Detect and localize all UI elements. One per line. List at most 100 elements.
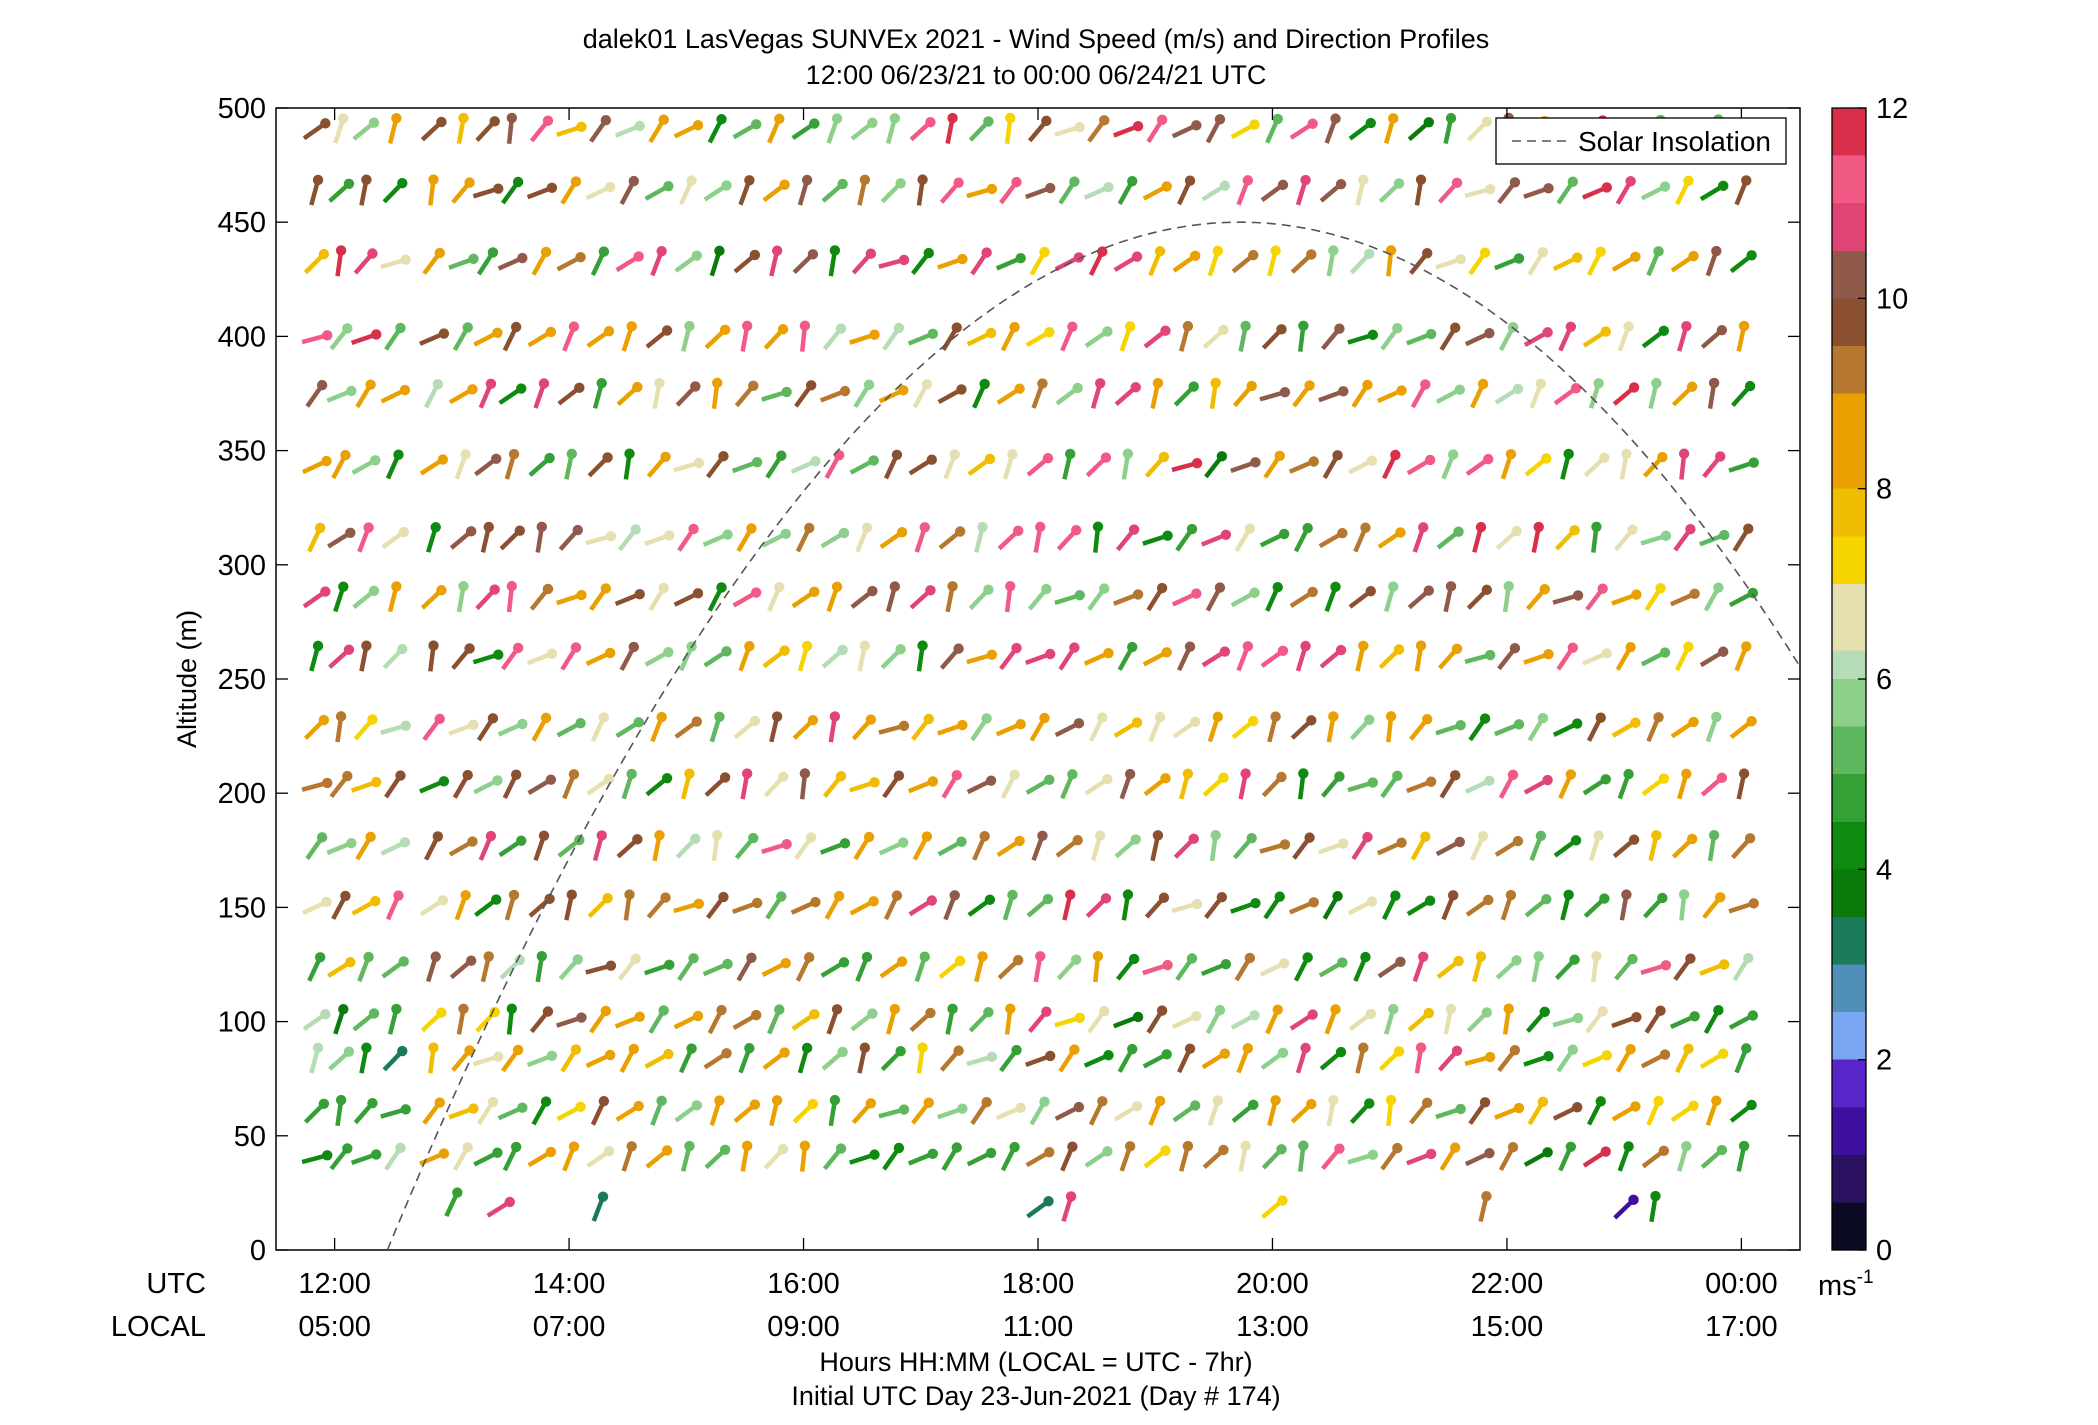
wind-dot	[320, 118, 331, 129]
wind-dot	[1015, 718, 1026, 730]
wind-dot	[1067, 321, 1078, 332]
wind-dot	[1330, 113, 1341, 124]
wind-dot	[568, 1141, 580, 1152]
wind-dot	[1743, 523, 1754, 534]
wind-dot	[508, 889, 520, 901]
wind-dot	[1627, 524, 1638, 535]
wind-dot	[462, 1142, 473, 1153]
wind-dot	[400, 1104, 411, 1115]
wind-dot	[977, 521, 988, 533]
wind-dot	[833, 890, 845, 902]
wind-dot	[1744, 380, 1756, 392]
wind-dot	[839, 385, 851, 397]
wind-dot	[1451, 177, 1463, 189]
wind-dot	[1210, 377, 1221, 389]
wind-dot	[436, 116, 447, 128]
wind-dot	[604, 647, 616, 659]
colorbar-unit-exponent: -1	[1857, 1267, 1874, 1288]
wind-dot	[1688, 716, 1699, 728]
wind-dot	[868, 896, 879, 907]
wind-dot	[1572, 718, 1583, 729]
wind-dot	[1686, 381, 1698, 392]
wind-dot	[343, 1046, 355, 1057]
wind-dot	[604, 1049, 616, 1061]
wind-dot	[1651, 377, 1662, 389]
wind-dot	[1300, 1042, 1311, 1054]
wind-dot	[1214, 114, 1226, 125]
wind-dot	[368, 585, 380, 597]
wind-dot	[1744, 833, 1756, 844]
wind-dot	[838, 527, 850, 539]
wind-dot	[361, 640, 372, 651]
wind-dot	[1418, 522, 1429, 533]
wind-dot	[361, 1042, 372, 1053]
wind-dot	[690, 381, 701, 392]
wind-dot	[468, 253, 479, 265]
wind-dot	[1447, 449, 1459, 460]
wind-dot	[949, 890, 960, 901]
wind-dot	[1421, 713, 1433, 725]
wind-dot	[1565, 769, 1577, 780]
wind-dot	[430, 951, 441, 962]
wind-dot	[568, 321, 580, 332]
wind-dot	[1718, 646, 1729, 657]
wind-dot	[714, 1095, 725, 1106]
wind-dot	[1189, 1100, 1201, 1111]
wind-dot	[1392, 770, 1403, 782]
wind-dot	[986, 1051, 998, 1063]
wind-dot	[633, 251, 644, 262]
wind-dot	[1477, 378, 1489, 390]
wind-dot	[365, 379, 376, 390]
wind-dot	[1214, 582, 1226, 593]
x-tick-label-local: 05:00	[298, 1311, 371, 1343]
wind-dot	[1214, 1004, 1226, 1016]
wind-dot	[570, 1044, 582, 1055]
wind-dot	[1655, 582, 1666, 594]
y-tick-label: 50	[234, 1121, 266, 1153]
wind-dot	[1659, 181, 1671, 192]
wind-dot	[829, 245, 841, 256]
wind-dot	[1395, 527, 1406, 538]
wind-dot	[837, 644, 848, 656]
wind-dot	[464, 643, 475, 654]
wind-dot	[576, 589, 587, 601]
wind-dot	[1683, 175, 1694, 187]
wind-dot	[1738, 320, 1750, 332]
wind-dot	[1074, 121, 1085, 133]
wind-dot	[1244, 523, 1256, 534]
wind-dot	[371, 776, 382, 788]
wind-dot	[575, 717, 586, 729]
legend: Solar Insolation	[1495, 117, 1787, 165]
wind-dot	[1716, 324, 1728, 336]
wind-dot	[771, 711, 783, 722]
wind-dot	[1479, 713, 1491, 724]
wind-dot	[1009, 1141, 1020, 1153]
wind-dot	[343, 644, 355, 655]
wind-dot	[1681, 768, 1692, 780]
wind-dot	[656, 1095, 667, 1107]
wind-dot	[746, 523, 757, 534]
wind-dot	[483, 521, 494, 533]
wind-dot	[714, 245, 725, 257]
wind-dot	[1124, 321, 1136, 332]
wind-dot	[951, 322, 962, 333]
wind-dot	[1337, 957, 1348, 968]
wind-dot	[1738, 768, 1750, 779]
wind-dot	[400, 720, 411, 731]
wind-dot	[1688, 250, 1699, 262]
wind-dot	[1595, 1096, 1606, 1107]
wind-dot	[777, 1143, 789, 1155]
wind-dot	[460, 889, 471, 901]
wind-dot	[1005, 1003, 1016, 1014]
wind-dot	[1388, 113, 1399, 124]
wind-dot	[1152, 377, 1164, 389]
wind-dot	[1715, 892, 1726, 903]
wind-dot	[1650, 1190, 1661, 1202]
wind-dot	[1451, 643, 1463, 654]
wind-dot	[510, 321, 522, 333]
wind-dot	[367, 714, 378, 725]
wind-dot	[1272, 1004, 1283, 1015]
wind-dot	[956, 384, 967, 395]
wind-dot	[1307, 586, 1318, 598]
wind-dot	[1445, 581, 1457, 592]
